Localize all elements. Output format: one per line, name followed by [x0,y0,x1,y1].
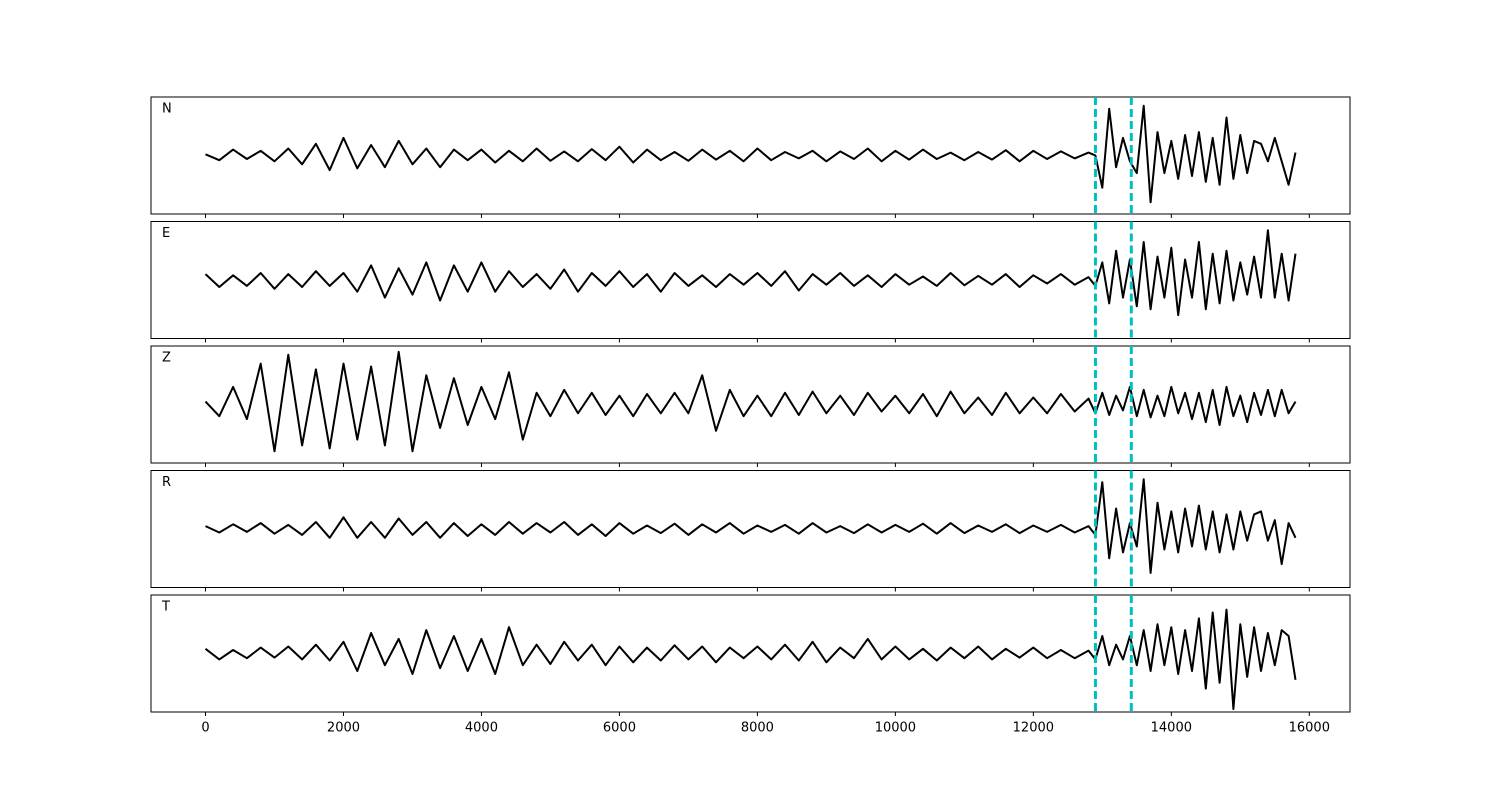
panel-frame [150,96,1351,215]
x-tick-label: 6000 [603,721,636,736]
panel-label: T [161,600,170,615]
trace [205,104,1297,204]
trace [205,478,1297,574]
trace [204,608,1297,711]
trace [204,350,1297,453]
panel-frame [150,345,1351,464]
x-tick-label: 4000 [465,721,498,736]
x-tick-label: 2000 [327,721,360,736]
x-tick-label: 14000 [1151,721,1192,736]
x-tick-label: 0 [201,721,209,736]
x-tick-label: 10000 [875,721,916,736]
panel-label: N [162,102,172,117]
x-tick-label: 16000 [1289,721,1330,736]
panel-frame [150,594,1351,713]
panel-label: Z [162,351,171,366]
panel-frame [150,221,1351,339]
x-tick-label: 8000 [741,721,774,736]
panel-label: E [162,226,170,241]
panel-frame [150,470,1351,588]
trace [204,229,1297,317]
panel-label: R [162,475,171,490]
x-tick-label: 12000 [1013,721,1054,736]
